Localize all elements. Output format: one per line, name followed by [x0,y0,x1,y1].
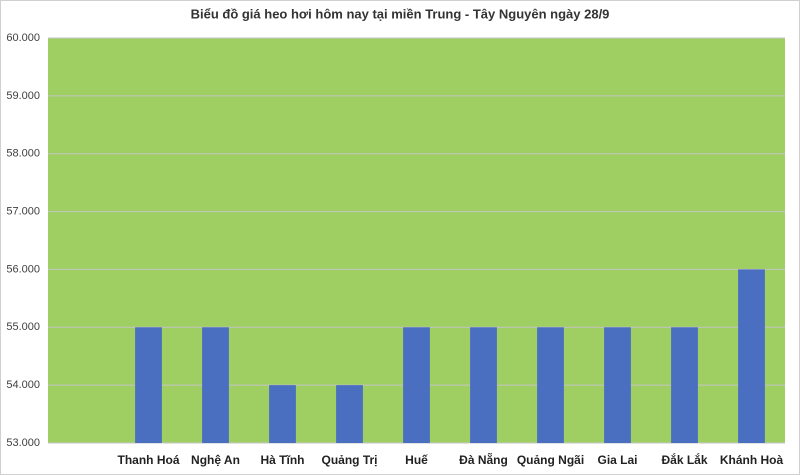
x-tick-label: Quảng Trị [321,453,377,467]
bar [336,385,363,443]
y-tick-label: 56.000 [6,263,40,275]
y-tick-label: 53.000 [6,437,40,449]
bar [202,327,229,443]
x-tick-label: Huế [405,453,428,467]
x-tick-label: Hà Tĩnh [261,453,305,467]
bar [269,385,296,443]
bar [738,269,765,443]
x-tick-label: Quảng Ngãi [517,453,584,467]
bar [604,327,631,443]
x-tick-label: Đà Nẵng [459,452,508,467]
x-tick-label: Đắk Lắk [661,452,707,467]
bar [403,327,430,443]
bar [135,327,162,443]
x-tick-label: Gia Lai [597,453,637,467]
y-tick-label: 54.000 [6,379,40,391]
y-tick-label: 58.000 [6,148,40,160]
y-tick-label: 59.000 [6,90,40,102]
y-tick-label: 57.000 [6,205,40,217]
chart-title: Biểu đồ giá heo hơi hôm nay tại miền Tru… [191,6,610,21]
y-tick-label: 55.000 [6,321,40,333]
x-tick-label: Nghệ An [191,453,240,467]
y-tick-label: 60.000 [6,32,40,44]
x-tick-label: Thanh Hoá [118,453,180,467]
bar [537,327,564,443]
x-tick-label: Khánh Hoà [720,453,784,467]
bar [470,327,497,443]
bar [671,327,698,443]
